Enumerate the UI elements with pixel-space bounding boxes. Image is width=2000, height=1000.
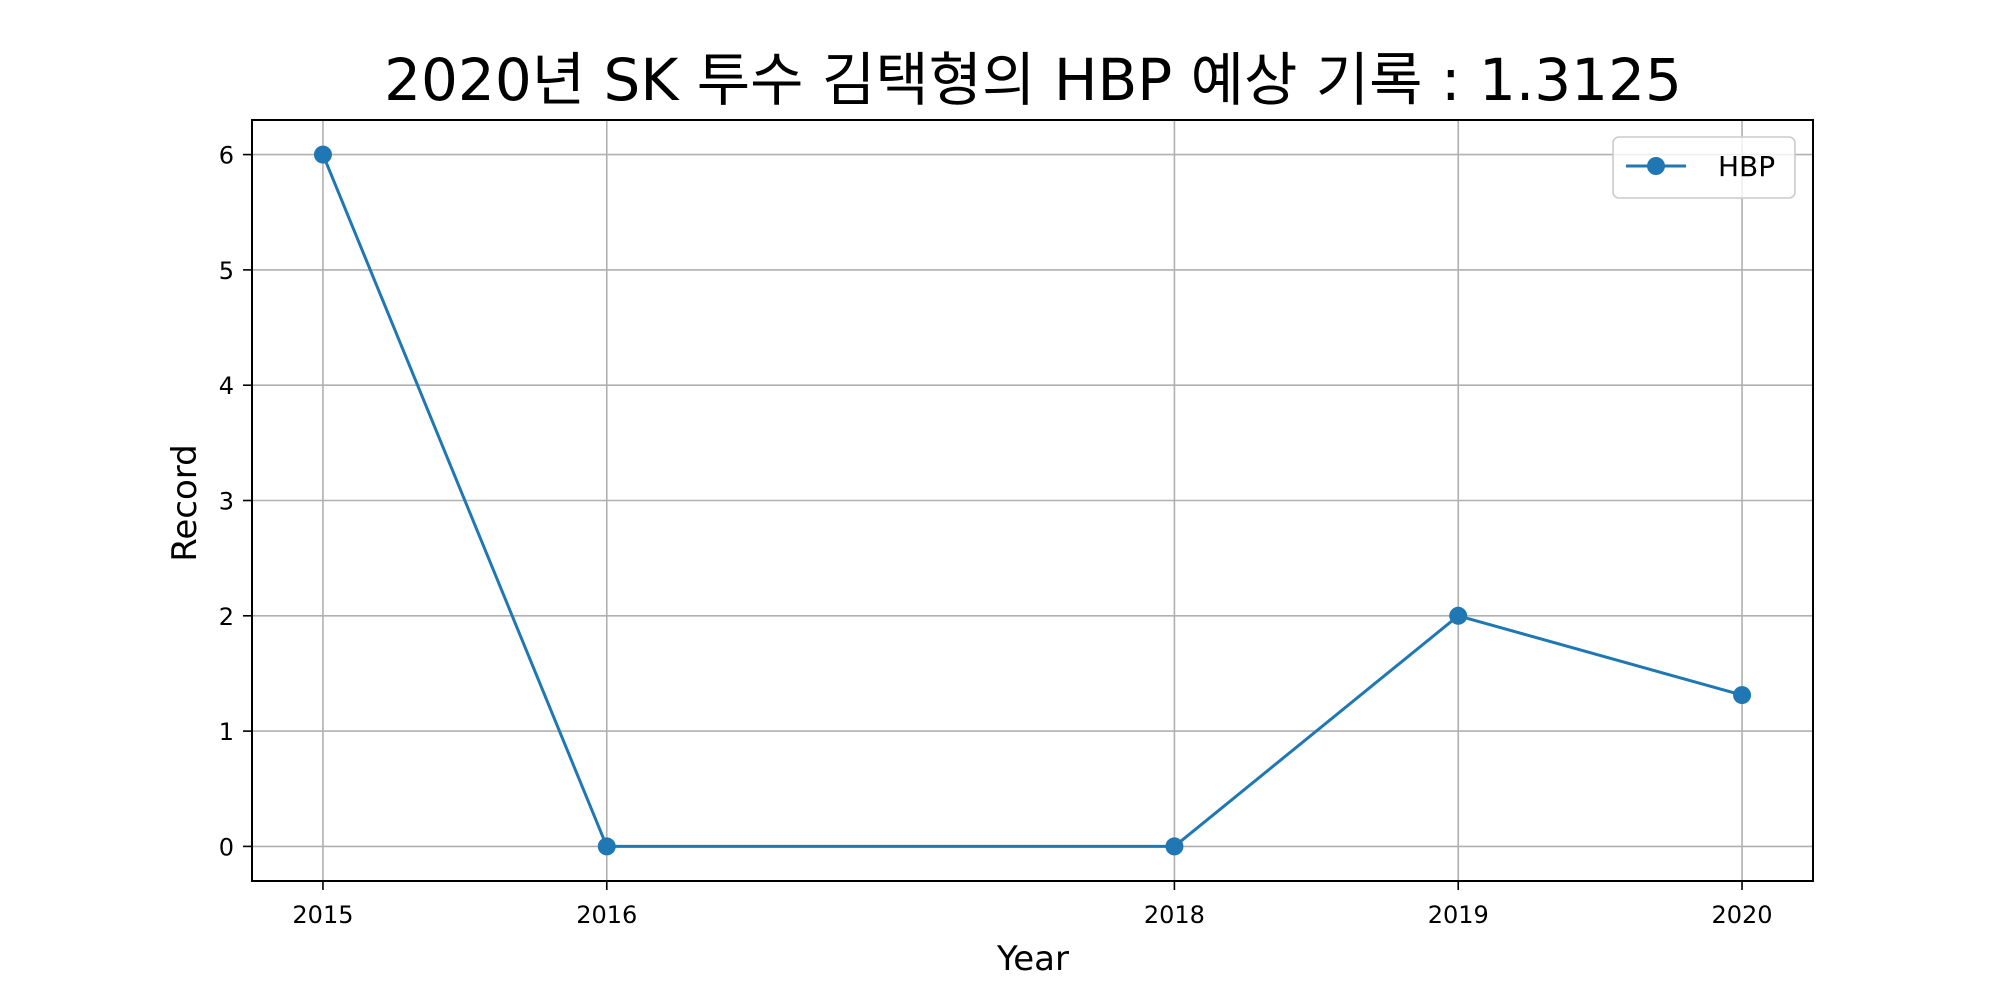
chart-title: 2020년 SK 투수 김택형의 HBP 예상 기록 : 1.3125 xyxy=(384,46,1682,114)
y-tick-label: 6 xyxy=(219,142,234,170)
series-hbp xyxy=(313,145,1752,856)
legend-box xyxy=(1612,136,1796,199)
y-tick-label: 2 xyxy=(219,603,234,631)
y-tick-label: 1 xyxy=(219,718,234,746)
data-point-hbp xyxy=(313,145,332,164)
y-tick-label: 4 xyxy=(219,372,234,400)
data-point-hbp xyxy=(1165,837,1184,856)
axis-ticks: 2015 2016 2018 2019 2020 0 1 2 3 4 5 6 xyxy=(219,142,1773,929)
x-tick-label: 2015 xyxy=(292,901,353,929)
x-tick-label: 2020 xyxy=(1712,901,1773,929)
legend: HBP xyxy=(1612,136,1796,199)
y-tick-label: 0 xyxy=(219,833,234,861)
data-point-hbp xyxy=(1449,606,1468,625)
legend-marker-hbp xyxy=(1647,157,1665,175)
x-tick-label: 2019 xyxy=(1428,901,1489,929)
data-point-hbp xyxy=(1733,686,1752,705)
y-axis-label: Record xyxy=(165,444,205,561)
x-tick-label: 2016 xyxy=(576,901,637,929)
y-tick-label: 3 xyxy=(219,488,234,516)
legend-label-hbp: HBP xyxy=(1718,150,1775,183)
data-point-hbp xyxy=(597,837,616,856)
x-tick-label: 2018 xyxy=(1144,901,1205,929)
y-tick-label: 5 xyxy=(219,257,234,285)
x-axis-label: Year xyxy=(996,939,1069,979)
grid xyxy=(252,120,1813,881)
